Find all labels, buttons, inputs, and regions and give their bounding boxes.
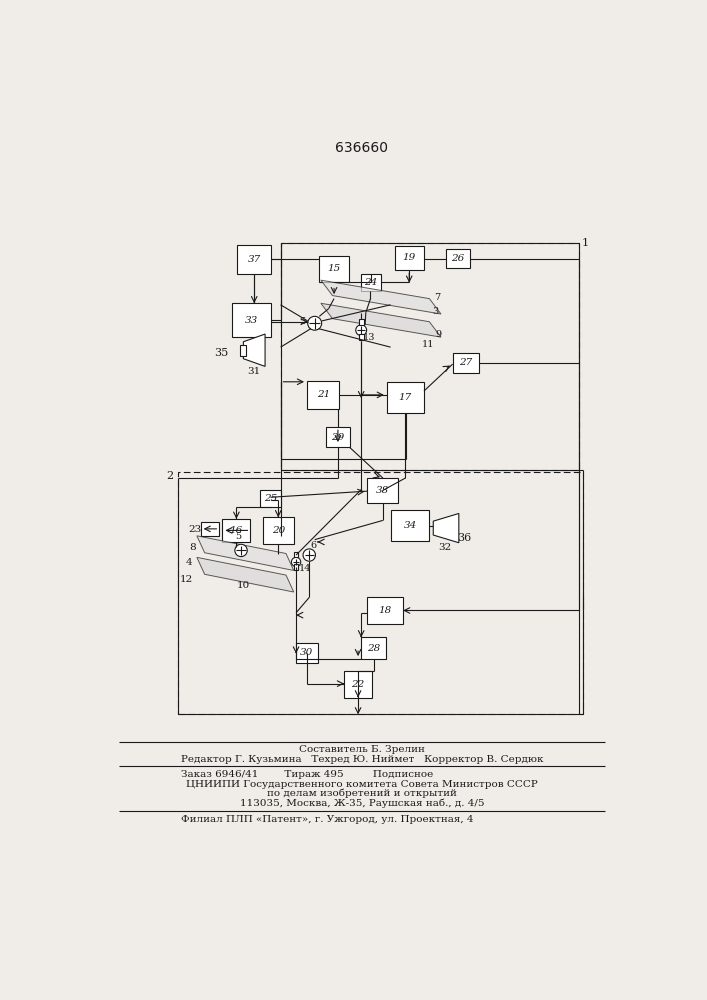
Text: Филиал ПЛП «Патент», г. Ужгород, ул. Проектная, 4: Филиал ПЛП «Патент», г. Ужгород, ул. Про… — [182, 815, 474, 824]
Polygon shape — [433, 513, 459, 543]
Bar — [359, 334, 363, 340]
Bar — [361, 637, 386, 659]
Polygon shape — [243, 334, 265, 366]
Bar — [232, 303, 271, 337]
Polygon shape — [321, 303, 441, 337]
Text: 18: 18 — [378, 606, 392, 615]
Text: 21: 21 — [317, 390, 330, 399]
Bar — [201, 522, 219, 536]
Text: 5: 5 — [299, 317, 305, 326]
Text: ЦНИИПИ Государственного комитета Совета Министров СССР: ЦНИИПИ Государственного комитета Совета … — [186, 780, 538, 789]
Circle shape — [308, 316, 322, 330]
Polygon shape — [321, 280, 441, 314]
Text: 25: 25 — [264, 494, 277, 503]
Text: 636660: 636660 — [335, 141, 388, 155]
Bar — [359, 319, 363, 325]
Text: 32: 32 — [438, 543, 452, 552]
Text: 14: 14 — [299, 564, 312, 573]
Text: 20: 20 — [271, 526, 285, 535]
Bar — [327, 427, 349, 447]
Text: 31: 31 — [247, 367, 260, 376]
Bar — [395, 246, 424, 270]
Text: 28: 28 — [367, 644, 380, 653]
Bar — [391, 510, 429, 541]
Bar — [260, 490, 281, 507]
Bar — [281, 243, 579, 470]
Text: 1: 1 — [582, 238, 589, 248]
Bar — [177, 472, 583, 714]
Circle shape — [303, 549, 315, 561]
Text: 3: 3 — [433, 307, 439, 316]
Text: 34: 34 — [404, 521, 416, 530]
Text: 16: 16 — [230, 526, 243, 535]
Text: 7: 7 — [434, 293, 440, 302]
Text: 24: 24 — [364, 278, 378, 287]
Bar — [368, 478, 398, 503]
Bar — [446, 249, 469, 268]
Text: 4: 4 — [186, 558, 192, 567]
Text: 26: 26 — [452, 254, 464, 263]
Bar — [307, 381, 339, 409]
Text: 30: 30 — [300, 648, 313, 657]
Bar — [263, 517, 293, 544]
Text: 22: 22 — [351, 680, 365, 689]
Bar — [293, 552, 298, 557]
Text: 2: 2 — [166, 471, 173, 481]
Text: 10: 10 — [237, 581, 250, 590]
Bar — [237, 245, 271, 274]
Circle shape — [235, 544, 247, 557]
Text: 113035, Москва, Ж-35, Раушская наб., д. 4/5: 113035, Москва, Ж-35, Раушская наб., д. … — [240, 798, 484, 808]
Text: 5: 5 — [235, 532, 242, 541]
Text: 33: 33 — [245, 316, 258, 325]
Text: 29: 29 — [332, 433, 344, 442]
Circle shape — [356, 325, 367, 336]
Text: 6: 6 — [310, 541, 316, 550]
Bar — [452, 353, 479, 373]
Bar — [344, 671, 372, 698]
Polygon shape — [197, 557, 293, 592]
Polygon shape — [197, 536, 293, 570]
Text: 13: 13 — [363, 333, 375, 342]
Text: 11: 11 — [421, 340, 434, 349]
Text: 36: 36 — [457, 533, 472, 543]
Text: по делам изобретений и открытий: по делам изобретений и открытий — [267, 789, 457, 798]
Bar — [387, 382, 424, 413]
Text: Редактор Г. Кузьмина   Техред Ю. Ниймет   Корректор В. Сердюк: Редактор Г. Кузьмина Техред Ю. Ниймет Ко… — [181, 755, 543, 764]
Text: 19: 19 — [402, 253, 416, 262]
Bar — [240, 345, 247, 356]
Text: 27: 27 — [459, 358, 472, 367]
Bar — [223, 519, 250, 542]
Text: 15: 15 — [327, 264, 341, 273]
Bar — [320, 256, 349, 282]
Text: Составитель Б. Зрелин: Составитель Б. Зрелин — [299, 745, 425, 754]
Text: 35: 35 — [214, 348, 229, 358]
Text: Заказ 6946/41        Тираж 495         Подписное: Заказ 6946/41 Тираж 495 Подписное — [182, 770, 433, 779]
Text: 38: 38 — [376, 486, 390, 495]
Circle shape — [291, 557, 300, 567]
Bar — [296, 643, 317, 663]
Bar — [368, 597, 403, 624]
Text: 9: 9 — [436, 330, 442, 339]
Text: 17: 17 — [399, 393, 412, 402]
Text: 23: 23 — [189, 525, 202, 534]
Bar — [293, 564, 298, 570]
Text: 37: 37 — [247, 255, 261, 264]
Text: 8: 8 — [189, 543, 197, 552]
Text: 12: 12 — [180, 575, 194, 584]
Bar — [361, 274, 380, 291]
